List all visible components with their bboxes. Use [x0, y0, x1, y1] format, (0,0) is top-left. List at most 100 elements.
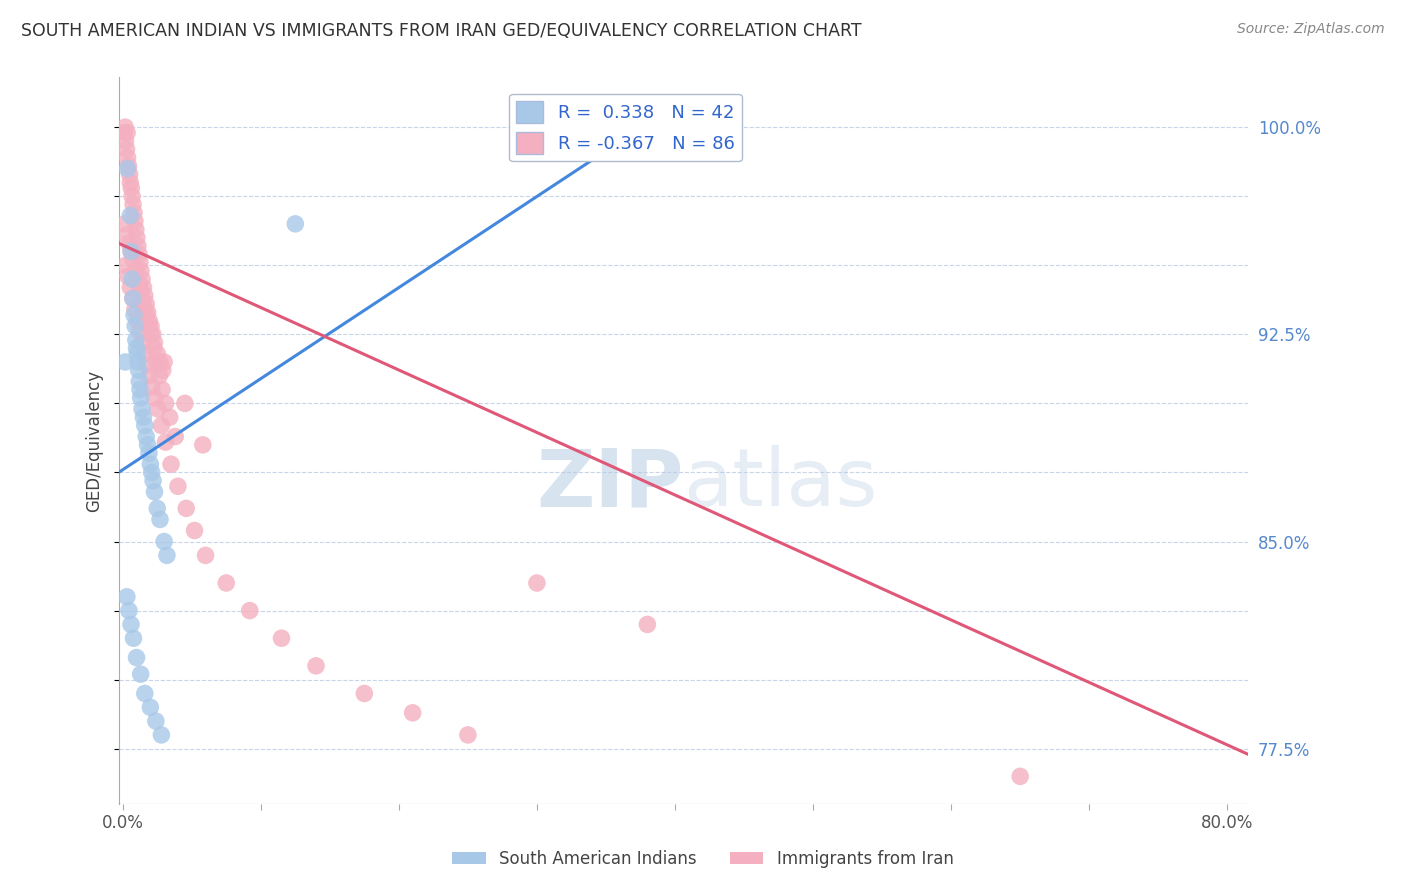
Point [139, 700, 162, 714]
Point [125, 333, 148, 347]
Point [120, 181, 142, 195]
Point [118, 167, 141, 181]
Point [160, 457, 183, 471]
Point [139, 327, 162, 342]
Point [131, 292, 153, 306]
Point [128, 325, 150, 339]
Point [135, 308, 157, 322]
Point [122, 292, 145, 306]
Point [124, 319, 146, 334]
Point [155, 435, 177, 450]
Point [150, 728, 173, 742]
Point [526, 576, 548, 591]
Point [142, 327, 165, 342]
Point [120, 280, 142, 294]
Point [122, 206, 145, 220]
Point [118, 236, 141, 251]
Point [134, 300, 156, 314]
Point [270, 632, 292, 646]
Point [457, 728, 479, 742]
Point [239, 604, 262, 618]
Point [156, 549, 179, 563]
Point [159, 410, 181, 425]
Point [174, 501, 197, 516]
Text: ZIP: ZIP [536, 445, 683, 524]
Point [149, 355, 172, 369]
Point [127, 347, 149, 361]
Point [121, 189, 143, 203]
Point [191, 438, 214, 452]
Text: atlas: atlas [683, 445, 877, 524]
Point [112, 126, 135, 140]
Point [153, 534, 176, 549]
Point [120, 209, 142, 223]
Point [122, 252, 145, 267]
Point [120, 617, 142, 632]
Point [127, 355, 149, 369]
Point [115, 227, 138, 242]
Point [129, 264, 152, 278]
Point [125, 230, 148, 244]
Point [143, 484, 166, 499]
Y-axis label: GED/Equivalency: GED/Equivalency [86, 369, 103, 512]
Point [146, 347, 169, 361]
Legend: R =  0.338   N = 42, R = -0.367   N = 86: R = 0.338 N = 42, R = -0.367 N = 86 [509, 94, 742, 161]
Point [142, 474, 165, 488]
Point [114, 217, 136, 231]
Point [128, 280, 150, 294]
Point [146, 401, 169, 416]
Point [141, 466, 163, 480]
Point [127, 272, 149, 286]
Point [120, 244, 142, 259]
Text: Source: ZipAtlas.com: Source: ZipAtlas.com [1237, 22, 1385, 37]
Point [121, 272, 143, 286]
Point [129, 667, 152, 681]
Point [127, 239, 149, 253]
Point [1010, 769, 1032, 783]
Point [122, 197, 145, 211]
Point [115, 142, 138, 156]
Point [141, 380, 163, 394]
Point [146, 501, 169, 516]
Point [139, 457, 162, 471]
Point [167, 479, 190, 493]
Point [132, 280, 155, 294]
Point [128, 374, 150, 388]
Point [128, 247, 150, 261]
Point [155, 396, 177, 410]
Point [138, 319, 160, 334]
Point [114, 355, 136, 369]
Point [129, 383, 152, 397]
Point [215, 576, 238, 591]
Point [143, 335, 166, 350]
Point [134, 686, 156, 700]
Point [143, 391, 166, 405]
Point [135, 358, 157, 372]
Point [120, 244, 142, 259]
Point [129, 255, 152, 269]
Point [142, 341, 165, 355]
Point [125, 341, 148, 355]
Point [135, 297, 157, 311]
Point [118, 604, 141, 618]
Point [148, 368, 170, 383]
Point [284, 217, 307, 231]
Point [150, 383, 173, 397]
Point [124, 264, 146, 278]
Point [115, 590, 138, 604]
Point [138, 368, 160, 383]
Point [183, 524, 205, 538]
Point [135, 429, 157, 443]
Point [152, 363, 174, 377]
Point [115, 126, 138, 140]
Point [138, 313, 160, 327]
Point [136, 438, 159, 452]
Point [117, 161, 139, 176]
Point [125, 650, 148, 665]
Point [114, 120, 136, 135]
Point [132, 410, 155, 425]
Point [131, 335, 153, 350]
Point [150, 418, 173, 433]
Point [353, 686, 375, 700]
Point [402, 706, 425, 720]
